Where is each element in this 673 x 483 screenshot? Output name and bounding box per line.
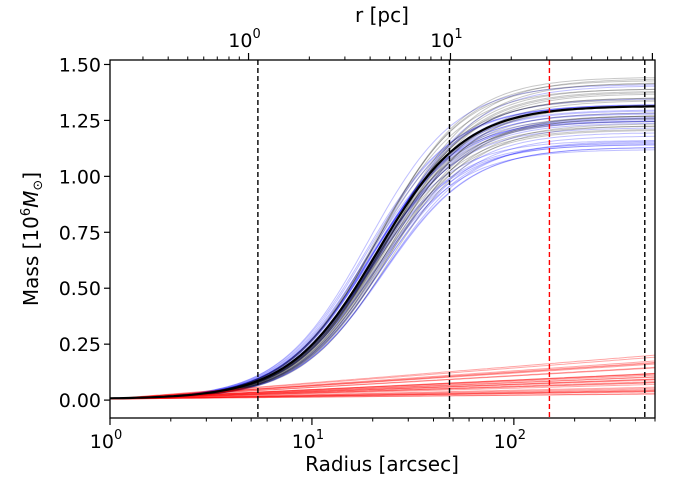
model-curve	[110, 115, 655, 399]
reference-vertical-lines	[257, 60, 646, 418]
y-axis-ticks: 0.00 0.25 0.50 0.75 1.00 1.25 1.50	[59, 54, 110, 412]
model-curve	[110, 140, 655, 399]
best-fit-curve	[110, 105, 655, 400]
x-axis-ticks: 100 101 102	[90, 418, 656, 453]
model-curve	[110, 141, 655, 399]
model-curve	[110, 354, 655, 400]
y-tick-label: 0.25	[59, 334, 101, 356]
model-curve	[110, 379, 655, 400]
y-tick-label: 0.75	[59, 222, 101, 244]
model-curve	[110, 390, 655, 400]
y-tick-label: 1.00	[59, 166, 101, 188]
model-curve	[110, 147, 655, 399]
model-curves	[110, 77, 655, 400]
model-curve	[110, 115, 655, 399]
model-curve	[110, 356, 655, 400]
model-curve	[110, 389, 655, 400]
model-curve	[110, 120, 655, 399]
model-curve	[110, 125, 655, 399]
model-curve	[110, 393, 655, 400]
model-curve	[110, 115, 655, 399]
model-curve	[110, 123, 655, 399]
top-axis-ticks: 100 101	[142, 27, 654, 60]
model-curve	[110, 84, 655, 399]
model-curve	[110, 387, 655, 400]
model-curve	[110, 382, 655, 400]
y-tick-label: 0.50	[59, 278, 101, 300]
model-curve	[110, 393, 655, 400]
model-curve	[110, 390, 655, 400]
model-curve	[110, 378, 655, 400]
model-curve	[110, 140, 655, 399]
model-curve	[110, 374, 655, 400]
y-tick-label: 1.25	[59, 110, 101, 132]
plot-frame	[109, 59, 656, 419]
top-axis-label: r [pc]	[355, 3, 409, 27]
y-tick-label: 1.50	[59, 54, 101, 76]
model-curve	[110, 104, 655, 399]
y-tick-label: 0.00	[59, 390, 101, 412]
model-curve	[110, 381, 655, 400]
model-curve	[110, 383, 655, 400]
model-curve	[110, 391, 655, 400]
model-curve	[110, 376, 655, 400]
model-curve	[110, 135, 655, 399]
x-axis-label: Radius [arcsec]	[305, 452, 459, 476]
model-curve	[110, 381, 655, 400]
model-curve	[110, 378, 655, 400]
model-curve	[110, 386, 655, 400]
x-tick-label: 100	[90, 428, 122, 453]
x-tick-label: 101	[292, 428, 324, 453]
x-tick-label: 102	[494, 428, 526, 453]
model-curve	[110, 147, 655, 399]
model-curve	[110, 376, 655, 400]
model-curve	[110, 360, 655, 400]
model-curve	[110, 389, 655, 400]
top-tick-label: 101	[430, 27, 462, 52]
top-tick-label: 100	[228, 27, 260, 52]
y-axis-label: Mass [106M⊙]	[19, 172, 46, 306]
